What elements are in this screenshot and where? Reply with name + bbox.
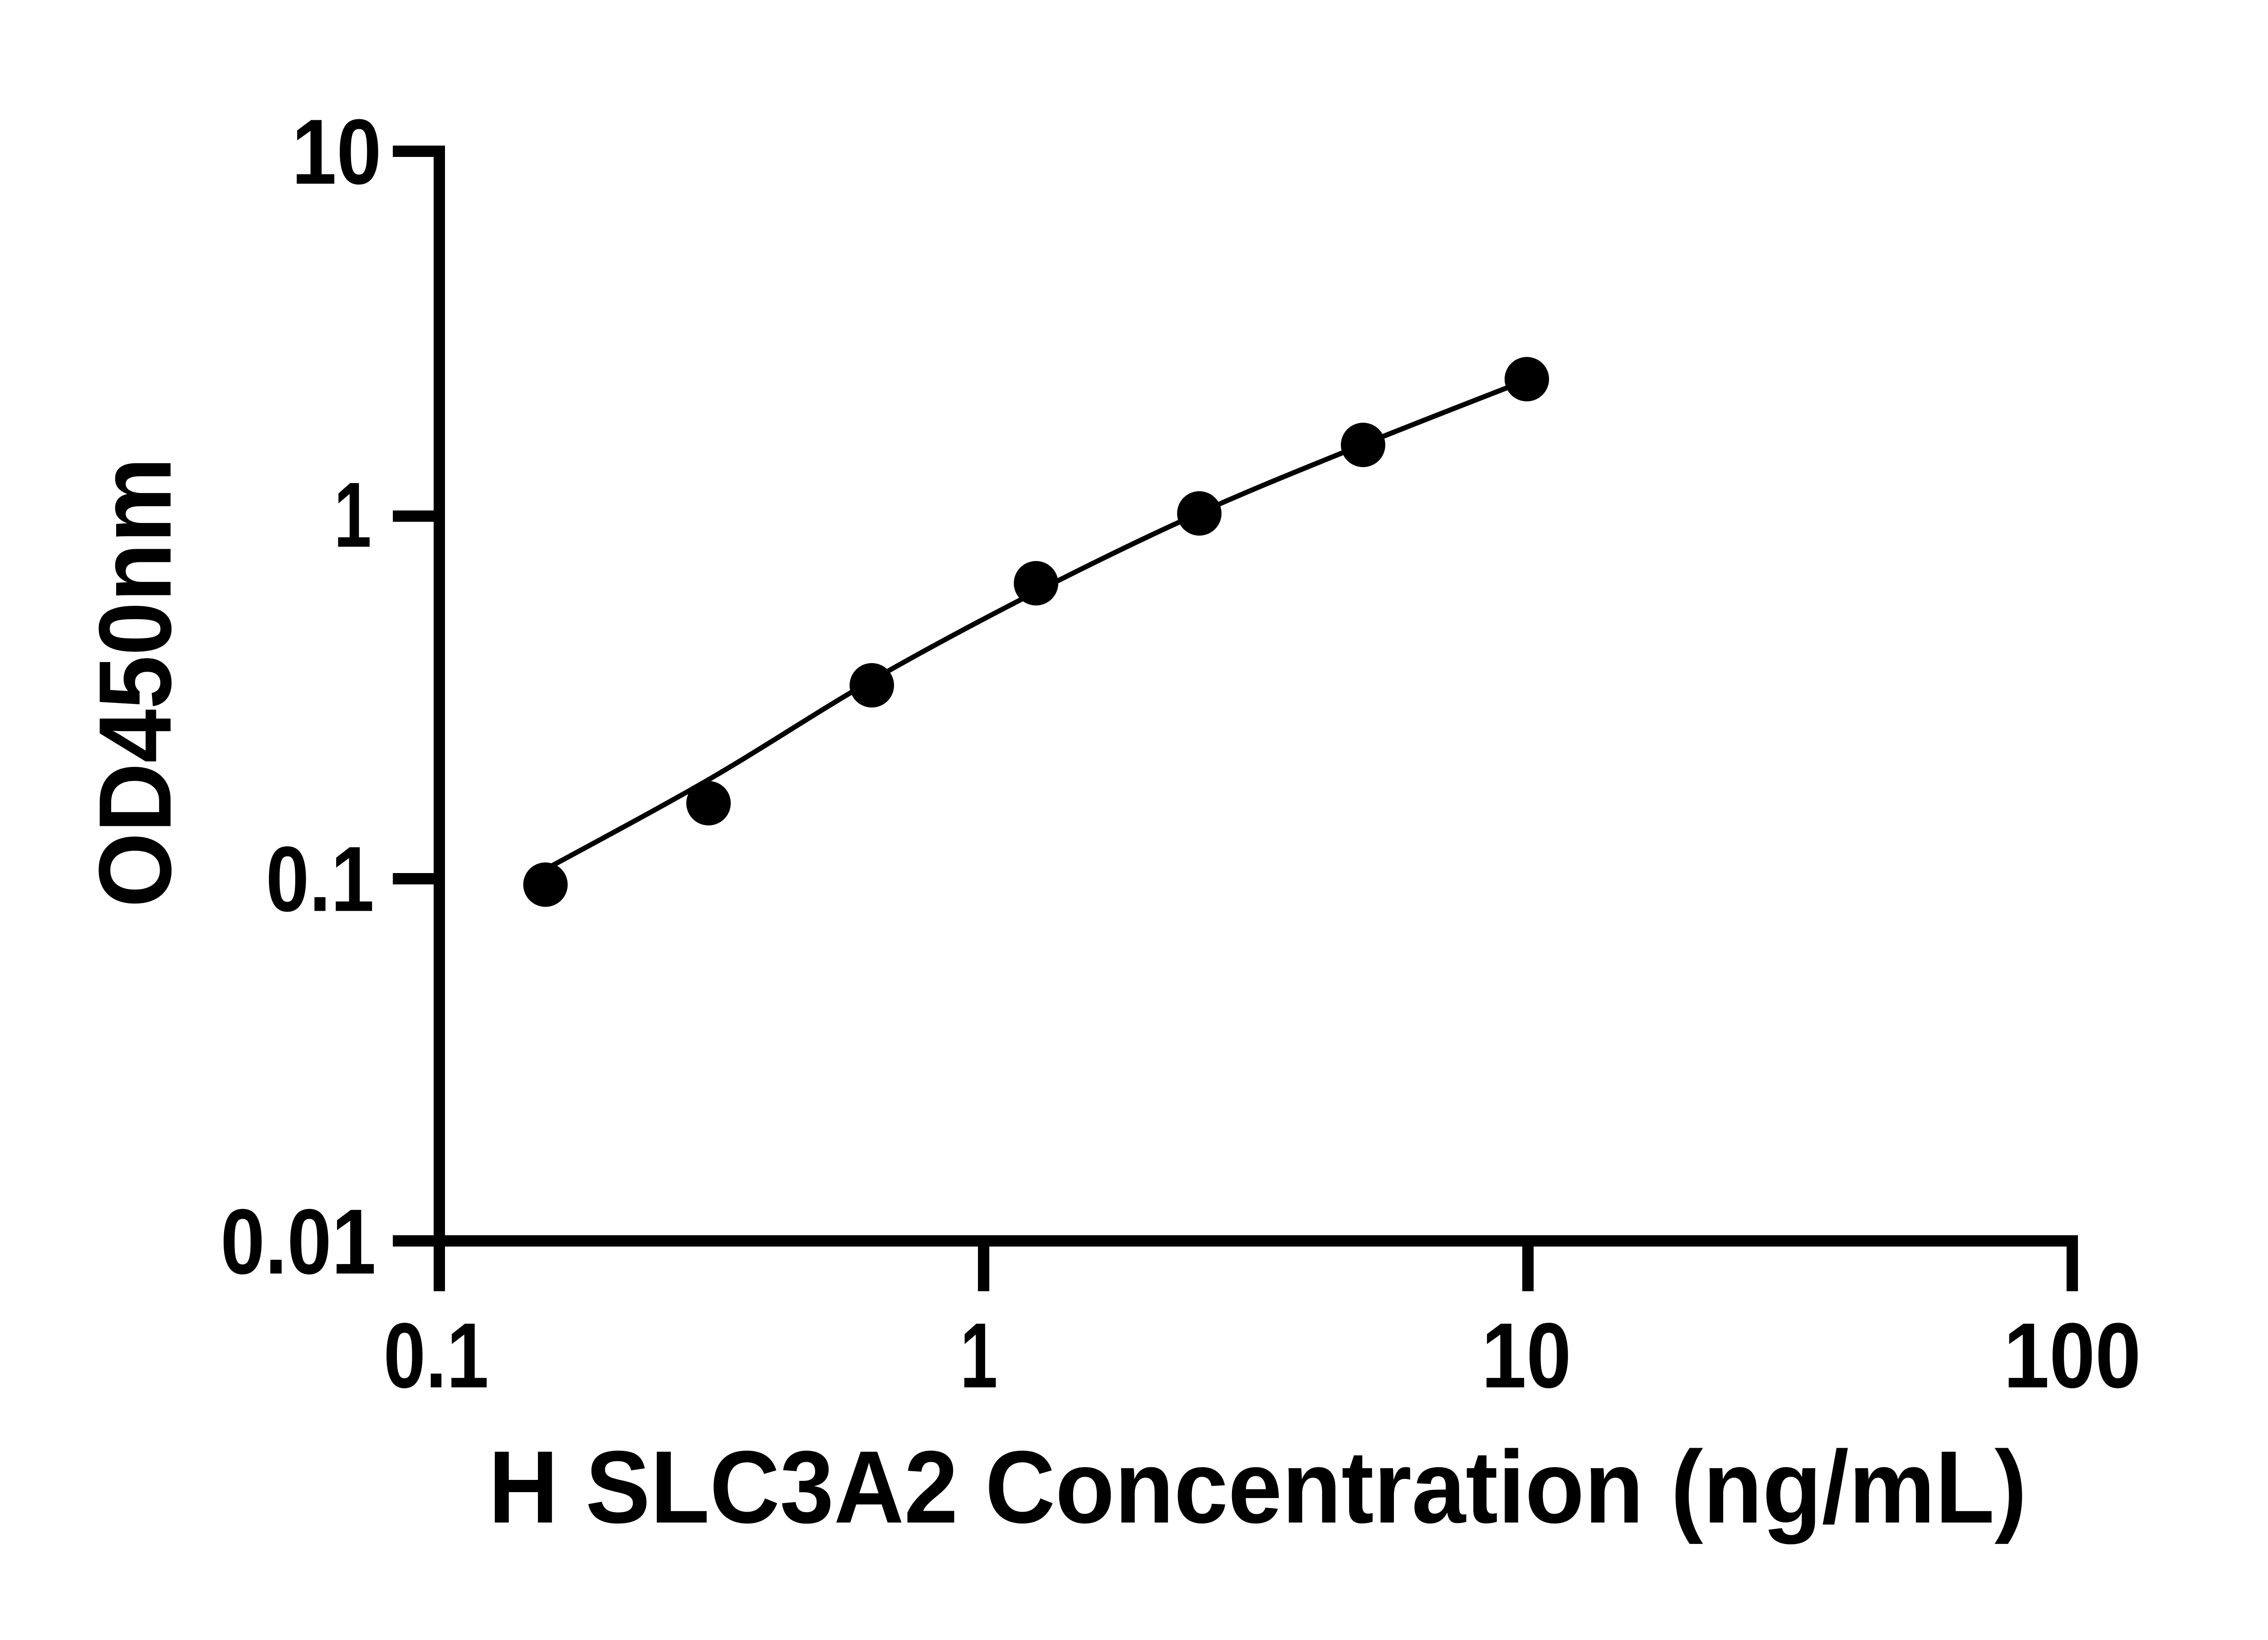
svg-text:0.1: 0.1 [384, 1304, 489, 1407]
svg-text:10: 10 [292, 100, 381, 204]
svg-text:100: 100 [2004, 1304, 2141, 1407]
svg-text:10: 10 [1481, 1304, 1571, 1407]
svg-text:0.01: 0.01 [220, 1190, 376, 1293]
svg-text:0.1: 0.1 [266, 828, 374, 931]
svg-text:OD450nm: OD450nm [78, 457, 193, 908]
svg-text:1: 1 [960, 1304, 998, 1407]
svg-text:1: 1 [334, 464, 371, 567]
svg-text:H SLC3A2 Concentration (ng/mL): H SLC3A2 Concentration (ng/mL) [489, 1430, 2027, 1545]
